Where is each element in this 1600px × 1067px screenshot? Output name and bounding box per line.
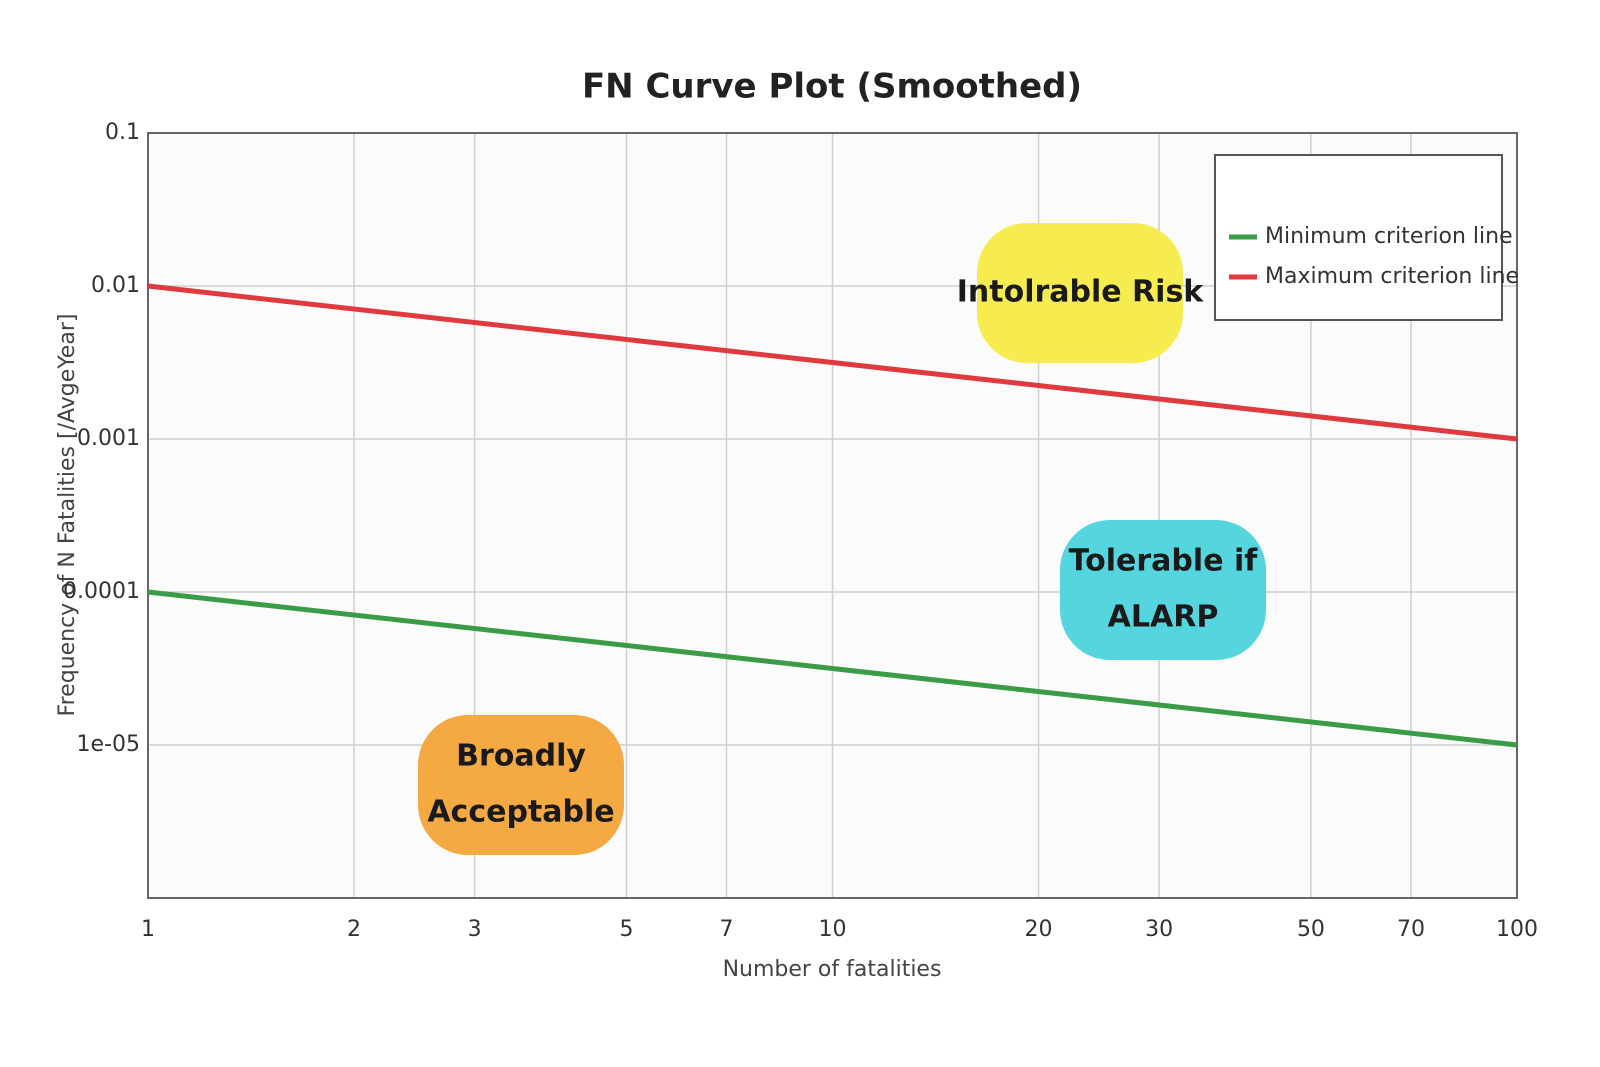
x-tick-label: 100 [1496, 917, 1538, 942]
annotation-text: ALARP [1108, 600, 1219, 635]
x-tick-label: 7 [719, 917, 733, 942]
annotation-text: Acceptable [427, 795, 614, 830]
y-tick-label: 0.1 [105, 120, 140, 145]
annotation-box [1060, 520, 1266, 660]
x-tick-label: 50 [1297, 917, 1325, 942]
chart-title: FN Curve Plot (Smoothed) [582, 67, 1082, 107]
x-tick-label: 30 [1145, 917, 1173, 942]
legend-label: Maximum criterion line [1265, 264, 1519, 289]
annotation-text: Intolrable Risk [957, 275, 1205, 310]
x-axis-label: Number of fatalities [723, 957, 942, 982]
annotation-text: Tolerable if [1069, 544, 1259, 579]
x-tick-label: 20 [1025, 917, 1053, 942]
legend-box [1214, 154, 1503, 321]
annotation-box [418, 715, 624, 855]
x-tick-label: 3 [468, 917, 482, 942]
annotation-box [977, 223, 1183, 363]
y-tick-label: 1e-05 [77, 732, 140, 757]
plot-frame [147, 132, 1518, 899]
y-tick-label: 0.001 [77, 426, 140, 451]
y-axis-label: Frequency of N Fatalities [/AvgeYear] [55, 314, 80, 717]
x-tick-label: 10 [819, 917, 847, 942]
y-tick-label: 0.0001 [63, 579, 140, 604]
x-tick-label: 5 [619, 917, 633, 942]
x-tick-label: 2 [347, 917, 361, 942]
legend-label: Minimum criterion line [1265, 224, 1513, 249]
y-tick-label: 0.01 [91, 273, 140, 298]
x-tick-label: 70 [1397, 917, 1425, 942]
annotation-text: Broadly [456, 739, 586, 774]
series-line [147, 283, 1518, 442]
series-line [147, 589, 1518, 748]
x-tick-label: 1 [141, 917, 155, 942]
